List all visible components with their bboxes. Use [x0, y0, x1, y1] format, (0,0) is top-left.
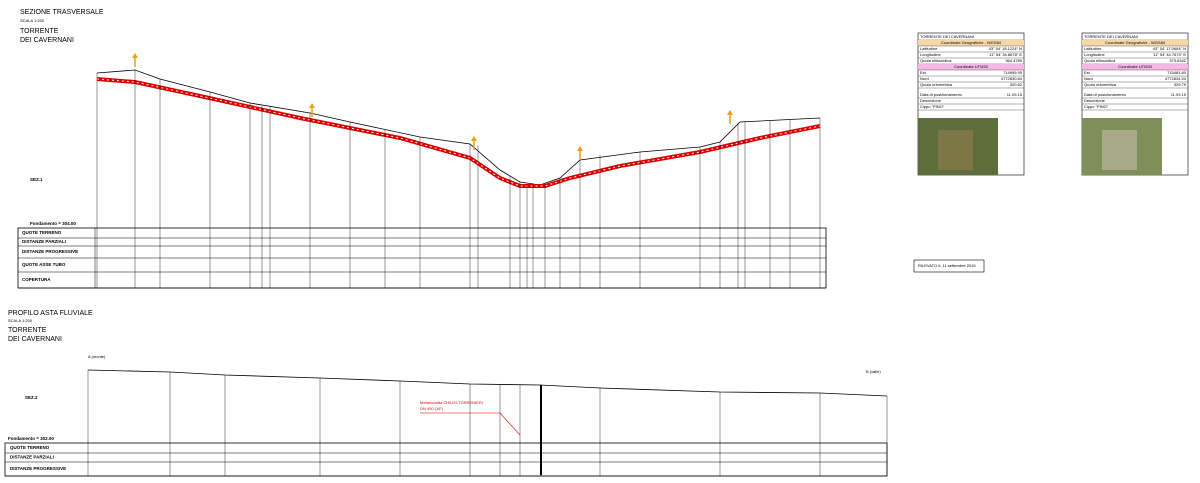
photo-detail	[1102, 130, 1137, 170]
marker-head	[471, 136, 477, 141]
info-value: 373.8162	[1169, 58, 1186, 63]
info-text: Cippo "PINO"	[920, 104, 945, 109]
pipeline-label: DN 400 (16")	[420, 406, 444, 411]
pipeline-label: Metanodotto CHIUSI-TORRENIERI	[420, 400, 483, 405]
marker-head	[577, 146, 583, 151]
info-text: Quota ellissoidica	[920, 58, 952, 63]
pipe-dash	[96, 78, 821, 187]
ground-profile	[96, 69, 821, 186]
row-label: QUOTE TERRENO	[10, 445, 50, 450]
info-text: Longitudine	[920, 52, 941, 57]
row-label: QUOTE TERRENO	[22, 230, 62, 235]
scale: SCALA 1:200	[8, 318, 33, 323]
river: TORRENTE	[20, 28, 59, 35]
row-label: DISTANZE PARZIALI	[22, 239, 66, 244]
row-label: COPERTURA	[22, 277, 51, 282]
table	[4, 442, 888, 477]
row-label: DISTANZE PROGRESSIVE	[10, 466, 66, 471]
info-value: 715481.80	[1167, 70, 1187, 75]
marker-head	[309, 103, 315, 108]
title: SEZIONE TRASVERSALE	[20, 9, 104, 16]
info-value: 714999.95	[1003, 70, 1023, 75]
title: PROFILO ASTA FLUVIALE	[8, 310, 93, 317]
info-value: 43° 04' 17.0664" N	[1153, 46, 1186, 51]
river: DEI CAVERNANI	[20, 37, 74, 44]
info-text: Est	[920, 70, 927, 75]
header-band	[1082, 40, 1188, 46]
note-box	[913, 259, 985, 273]
info-value: 11.09.15	[1007, 92, 1023, 97]
header-band	[918, 40, 1024, 46]
info-text: Data di posizionamento	[920, 92, 963, 97]
info-value: 4772830.84	[1001, 76, 1023, 81]
header-band	[1082, 64, 1188, 70]
marker-head	[132, 53, 138, 58]
info-value: 329.79	[1174, 82, 1187, 87]
info-value: 11° 54' 34.8678" E	[989, 52, 1022, 57]
info-text: Descrizione	[1084, 98, 1106, 103]
info-text: Longitudine	[1084, 52, 1105, 57]
info-text: TORRENTE DEI CAVERNANI	[920, 34, 974, 39]
datum: Fondamento = 304.00	[30, 221, 76, 226]
end-label: B (valle)	[866, 369, 881, 374]
info-text: Coordinate Geografiche - WGS84	[1105, 40, 1166, 45]
info-text: Latitudine	[1084, 46, 1102, 51]
info-text: Coordinate Geografiche - WGS84	[941, 40, 1002, 45]
info-text: Coordinate UTM33	[1118, 64, 1153, 69]
header-band	[918, 64, 1024, 70]
row-label: QUOTE ASSE TUBO	[22, 262, 66, 267]
pipe	[96, 77, 821, 188]
river: DEI CAVERNANI	[8, 336, 62, 343]
info-value: 320.62	[1010, 82, 1023, 87]
info-text: Nord	[920, 76, 929, 81]
info-text: Quota ellissoidica	[1084, 58, 1116, 63]
marker-head	[727, 110, 733, 115]
info-value: 364.4789	[1005, 58, 1022, 63]
info-text: Est	[1084, 70, 1091, 75]
start-label: A (monte)	[88, 354, 106, 359]
survey-note: RILEVATO IL 11 settembre 2015	[918, 263, 976, 268]
info-text: Quota ortometrica	[920, 82, 953, 87]
info-value: 43° 04' 18.1224" N	[989, 46, 1022, 51]
info-value: 11.09.15	[1171, 92, 1187, 97]
info-value: 11° 54' 44.7670" E	[1153, 52, 1186, 57]
datum: Fondamento = 302.00	[8, 436, 54, 441]
info-text: Coordinate UTM33	[954, 64, 989, 69]
row-label: DISTANZE PROGRESSIVE	[22, 249, 78, 254]
scale: SCALA 1:200	[20, 18, 45, 23]
info-text: Latitudine	[920, 46, 938, 51]
row-label: DISTANZE PARZIALI	[10, 455, 54, 460]
info-text: Nord	[1084, 76, 1093, 81]
section-label: SEZ.2	[25, 395, 38, 400]
section-label: SEZ.1	[30, 177, 43, 182]
info-text: TORRENTE DEI CAVERNANI	[1084, 34, 1138, 39]
river: TORRENTE	[8, 327, 47, 334]
photo-detail	[938, 130, 973, 170]
info-text: Data di posizionamento	[1084, 92, 1127, 97]
info-text: Cippo "PINO"	[1084, 104, 1109, 109]
info-text: Quota ortometrica	[1084, 82, 1117, 87]
ground-profile	[87, 369, 888, 397]
info-value: 4772834.53	[1165, 76, 1187, 81]
info-text: Descrizione	[920, 98, 942, 103]
